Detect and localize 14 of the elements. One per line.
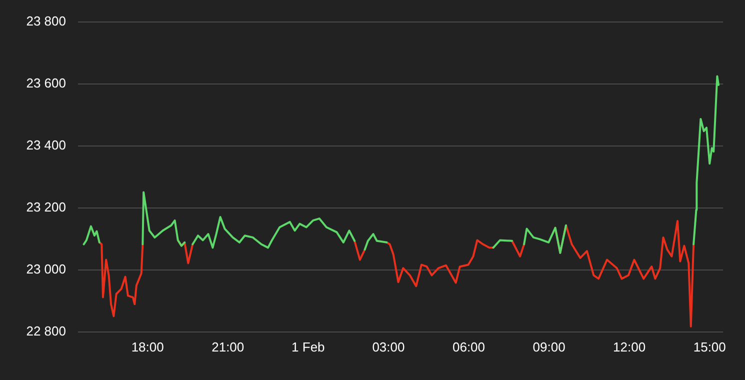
y-tick-label: 23 600 bbox=[26, 76, 66, 91]
x-tick-label: 15:00 bbox=[693, 339, 726, 354]
x-tick-label: 03:00 bbox=[372, 339, 405, 354]
y-tick-label: 23 800 bbox=[26, 14, 66, 29]
x-tick-label: 18:00 bbox=[131, 339, 164, 354]
x-tick-label: 21:00 bbox=[212, 339, 244, 354]
y-tick-label: 23 200 bbox=[26, 200, 66, 215]
y-tick-label: 23 400 bbox=[26, 138, 66, 153]
x-tick-label: 09:00 bbox=[532, 339, 566, 354]
x-tick-label: 06:00 bbox=[452, 339, 486, 354]
y-tick-label: 23 000 bbox=[26, 262, 66, 277]
x-tick-label: 1 Feb bbox=[292, 339, 325, 354]
x-tick-label: 12:00 bbox=[613, 339, 646, 354]
y-tick-label: 22 800 bbox=[26, 324, 66, 339]
